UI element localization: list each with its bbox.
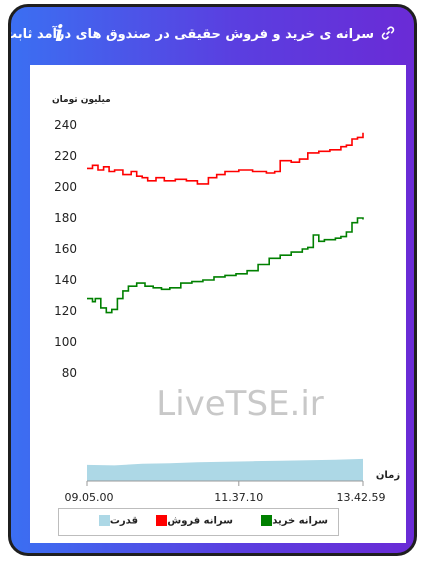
y-tick-label: 140: [54, 273, 77, 287]
x-tick-label: 11.37.10: [214, 491, 263, 504]
legend-item-power[interactable]: قدرت: [94, 515, 138, 527]
y-axis-label: میلیون تومان: [52, 95, 111, 105]
series-buy-line: [87, 217, 364, 314]
legend-swatch-power: [98, 515, 110, 526]
info-icon[interactable]: i: [55, 21, 64, 47]
legend-swatch-sell: [156, 515, 168, 526]
y-tick-label: 240: [54, 118, 77, 132]
legend-item-sell[interactable]: سرانه فروش: [151, 515, 233, 527]
header-bar: i سرانه ی خرید و فروش حقیقی در صندوق های…: [11, 7, 414, 62]
series-power-area: [87, 458, 363, 481]
y-tick-label: 220: [54, 149, 77, 163]
legend: سرانه خرید سرانه فروش قدرت: [58, 508, 339, 536]
chart-svg: میلیون تومان LiveTSE.ir 80 100 120 140 160 18…: [52, 95, 400, 504]
y-tick-label: 120: [54, 304, 77, 318]
x-axis-label: زمان: [376, 470, 400, 481]
y-tick-label: 200: [54, 180, 77, 194]
chart-panel: میلیون تومان LiveTSE.ir 80 100 120 140 160 18…: [30, 65, 406, 543]
chart-card: i سرانه ی خرید و فروش حقیقی در صندوق های…: [8, 4, 417, 556]
link-icon[interactable]: [380, 25, 396, 41]
legend-swatch-buy: [261, 515, 273, 526]
y-tick-label: 100: [54, 335, 77, 349]
legend-label-buy: سرانه خرید: [272, 515, 328, 527]
chart-title: سرانه ی خرید و فروش حقیقی در صندوق های د…: [8, 27, 374, 42]
series-sell-line: [87, 132, 364, 185]
watermark: LiveTSE.ir: [156, 384, 324, 424]
legend-label-power: قدرت: [109, 515, 138, 527]
y-tick-label: 160: [54, 242, 77, 256]
x-tick-label: 09.05.00: [65, 491, 114, 504]
legend-label-sell: سرانه فروش: [167, 515, 233, 527]
y-tick-label: 180: [54, 211, 77, 225]
x-tick-label: 13.42.59: [337, 491, 386, 504]
y-tick-label: 80: [62, 366, 77, 380]
legend-item-buy[interactable]: سرانه خرید: [256, 515, 328, 527]
